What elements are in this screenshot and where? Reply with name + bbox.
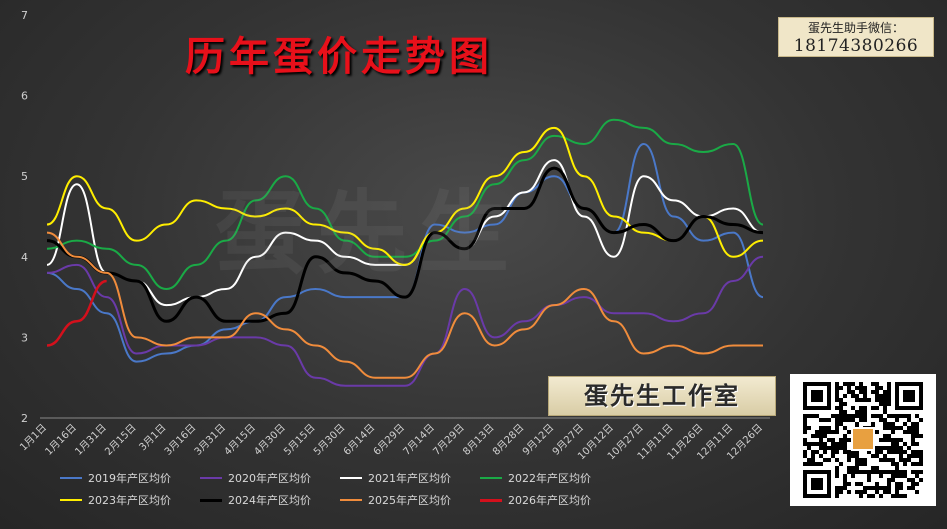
legend-item: 2023年产区均价: [60, 492, 200, 508]
legend-swatch: [340, 499, 362, 501]
y-tick-label: 7: [21, 9, 28, 22]
legend-label: 2021年产区均价: [368, 472, 451, 485]
legend-item: 2026年产区均价: [480, 492, 620, 508]
x-tick-label: 8月28日: [490, 422, 526, 458]
qr-code-icon: [790, 374, 936, 506]
legend-label: 2022年产区均价: [508, 472, 591, 485]
series-line-3: [46, 118, 764, 291]
x-tick-label: 4月30日: [252, 422, 288, 458]
y-tick-label: 6: [21, 90, 28, 103]
x-tick-label: 7月29日: [431, 422, 467, 458]
x-tick-label: 6月14日: [341, 422, 377, 458]
series-line-5: [46, 166, 764, 323]
legend-item: 2022年产区均价: [480, 470, 620, 486]
wechat-phone: 18174380266: [793, 36, 919, 56]
x-tick-label: 7月14日: [401, 422, 437, 458]
series-line-4: [46, 126, 764, 266]
x-tick-label: 4月15日: [222, 422, 258, 458]
x-tick-label: 3月31日: [192, 422, 228, 458]
legend-label: 2023年产区均价: [88, 494, 171, 507]
legend-item: 2025年产区均价: [340, 492, 480, 508]
wechat-contact: 蛋先生助手微信： 18174380266: [778, 17, 934, 57]
legend-label: 2020年产区均价: [228, 472, 311, 485]
y-tick-label: 2: [21, 412, 28, 425]
watermark: 蛋先生: [215, 180, 521, 286]
chart-series: [46, 118, 764, 387]
legend-label: 2026年产区均价: [508, 494, 591, 507]
legend-item: 2021年产区均价: [340, 470, 480, 486]
legend-item: 2020年产区均价: [200, 470, 340, 486]
legend-swatch: [60, 477, 82, 479]
x-tick-label: 5月30日: [311, 422, 347, 458]
chart-title: 历年蛋价走势图: [185, 33, 493, 80]
studio-banner: 蛋先生工作室: [548, 376, 776, 416]
legend-item: 2019年产区均价: [60, 470, 200, 486]
legend-swatch: [480, 498, 502, 502]
x-tick-label: 2月15日: [102, 422, 138, 458]
legend-swatch: [60, 499, 82, 501]
x-tick-label: 3月16日: [162, 422, 198, 458]
y-tick-label: 3: [21, 331, 28, 344]
legend-swatch: [340, 477, 362, 479]
x-tick-label: 9月12日: [520, 422, 556, 458]
wechat-label: 蛋先生助手微信：: [807, 21, 904, 35]
legend-item: 2024年产区均价: [200, 492, 340, 508]
y-tick-label: 5: [21, 170, 28, 183]
series-line-6: [46, 231, 763, 379]
legend-label: 2024年产区均价: [228, 494, 311, 507]
y-tick-label: 4: [21, 251, 28, 264]
x-tick-label: 5月15日: [281, 422, 317, 458]
x-tick-label: 8月13日: [460, 422, 496, 458]
x-tick-label: 1月31日: [73, 422, 109, 458]
chart-legend: 2019年产区均价 2020年产区均价 2021年产区均价 2022年产区均价 2023…: [60, 470, 620, 508]
legend-swatch: [200, 498, 222, 502]
legend-label: 2025年产区均价: [368, 494, 451, 507]
legend-swatch: [200, 477, 222, 479]
x-tick-label: 6月29日: [371, 422, 407, 458]
x-tick-label: 1月16日: [43, 422, 79, 458]
legend-label: 2019年产区均价: [88, 472, 171, 485]
series-line-7: [46, 279, 107, 347]
legend-swatch: [480, 477, 502, 479]
